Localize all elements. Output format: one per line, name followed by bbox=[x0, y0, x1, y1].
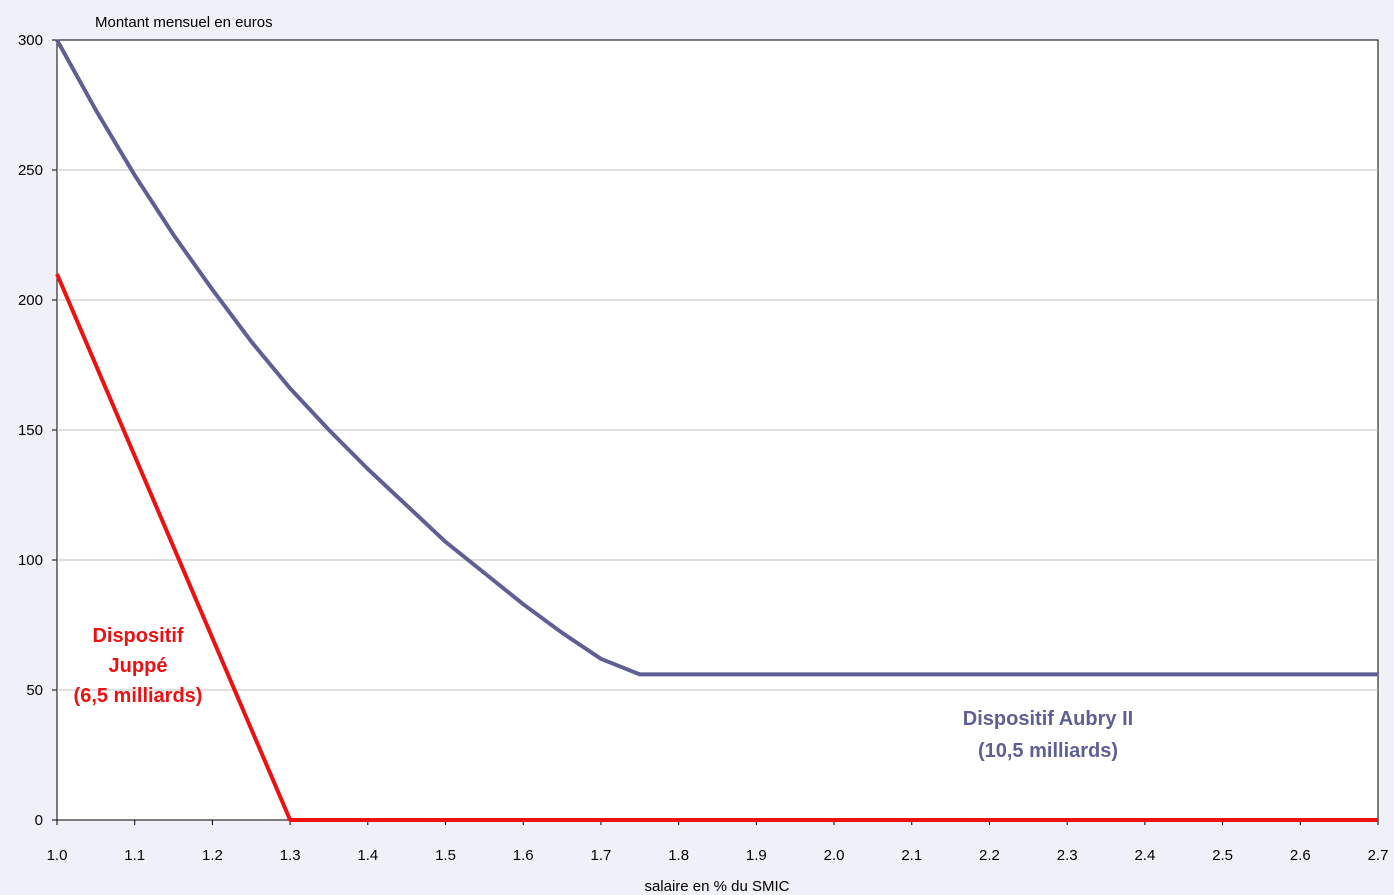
x-tick-label: 1.6 bbox=[513, 847, 534, 864]
annotation-juppe-line-3: (6,5 milliards) bbox=[74, 685, 203, 707]
x-tick-label: 1.7 bbox=[591, 847, 612, 864]
annotation-aubry: Dispositif Aubry II (10,5 milliards) bbox=[963, 708, 1133, 762]
y-axis-title: Montant mensuel en euros bbox=[95, 14, 273, 31]
x-tick-label: 2.0 bbox=[824, 847, 845, 864]
x-tick-label: 1.5 bbox=[435, 847, 456, 864]
x-axis-title: salaire en % du SMIC bbox=[644, 878, 789, 895]
y-tick-label: 200 bbox=[18, 292, 43, 309]
y-tick-label: 50 bbox=[26, 682, 43, 699]
y-tick-label: 0 bbox=[35, 812, 43, 829]
y-tick-label: 150 bbox=[18, 422, 43, 439]
series-line-juppe bbox=[55, 273, 1378, 822]
x-tick-label: 1.8 bbox=[668, 847, 689, 864]
annotation-juppe-line-2: Juppé bbox=[109, 655, 168, 677]
x-tick-label: 2.6 bbox=[1290, 847, 1311, 864]
annotation-aubry-line-2: (10,5 milliards) bbox=[978, 740, 1118, 762]
x-tick-label: 1.1 bbox=[124, 847, 145, 864]
x-tick-label: 2.1 bbox=[901, 847, 922, 864]
series-line-aubry bbox=[55, 39, 1378, 677]
x-tick-label: 2.7 bbox=[1368, 847, 1389, 864]
x-tick-label: 1.3 bbox=[280, 847, 301, 864]
x-axis-ticks: 1.0 1.1 1.2 1.3 1.4 1.5 1.6 1.7 1.8 1.9 2.0 2.1 2.2 2… bbox=[47, 820, 1389, 864]
annotation-aubry-line-1: Dispositif Aubry II bbox=[963, 708, 1133, 730]
x-tick-label: 1.9 bbox=[746, 847, 767, 864]
x-tick-label: 2.2 bbox=[979, 847, 1000, 864]
y-tick-label: 300 bbox=[18, 32, 43, 49]
annotation-juppe-line-1: Dispositif bbox=[92, 625, 183, 647]
annotation-juppe: Dispositif Juppé (6,5 milliards) bbox=[74, 625, 203, 707]
x-tick-label: 1.4 bbox=[357, 847, 378, 864]
x-tick-label: 2.5 bbox=[1212, 847, 1233, 864]
series-lines bbox=[55, 39, 1378, 822]
x-tick-label: 2.4 bbox=[1134, 847, 1155, 864]
y-tick-label: 250 bbox=[18, 162, 43, 179]
x-tick-label: 1.2 bbox=[202, 847, 223, 864]
x-tick-label: 1.0 bbox=[47, 847, 68, 864]
x-tick-label: 2.3 bbox=[1057, 847, 1078, 864]
y-axis-ticks: 0 50 100 150 200 250 300 bbox=[18, 32, 57, 829]
y-tick-label: 100 bbox=[18, 552, 43, 569]
gridlines bbox=[57, 169, 1378, 691]
